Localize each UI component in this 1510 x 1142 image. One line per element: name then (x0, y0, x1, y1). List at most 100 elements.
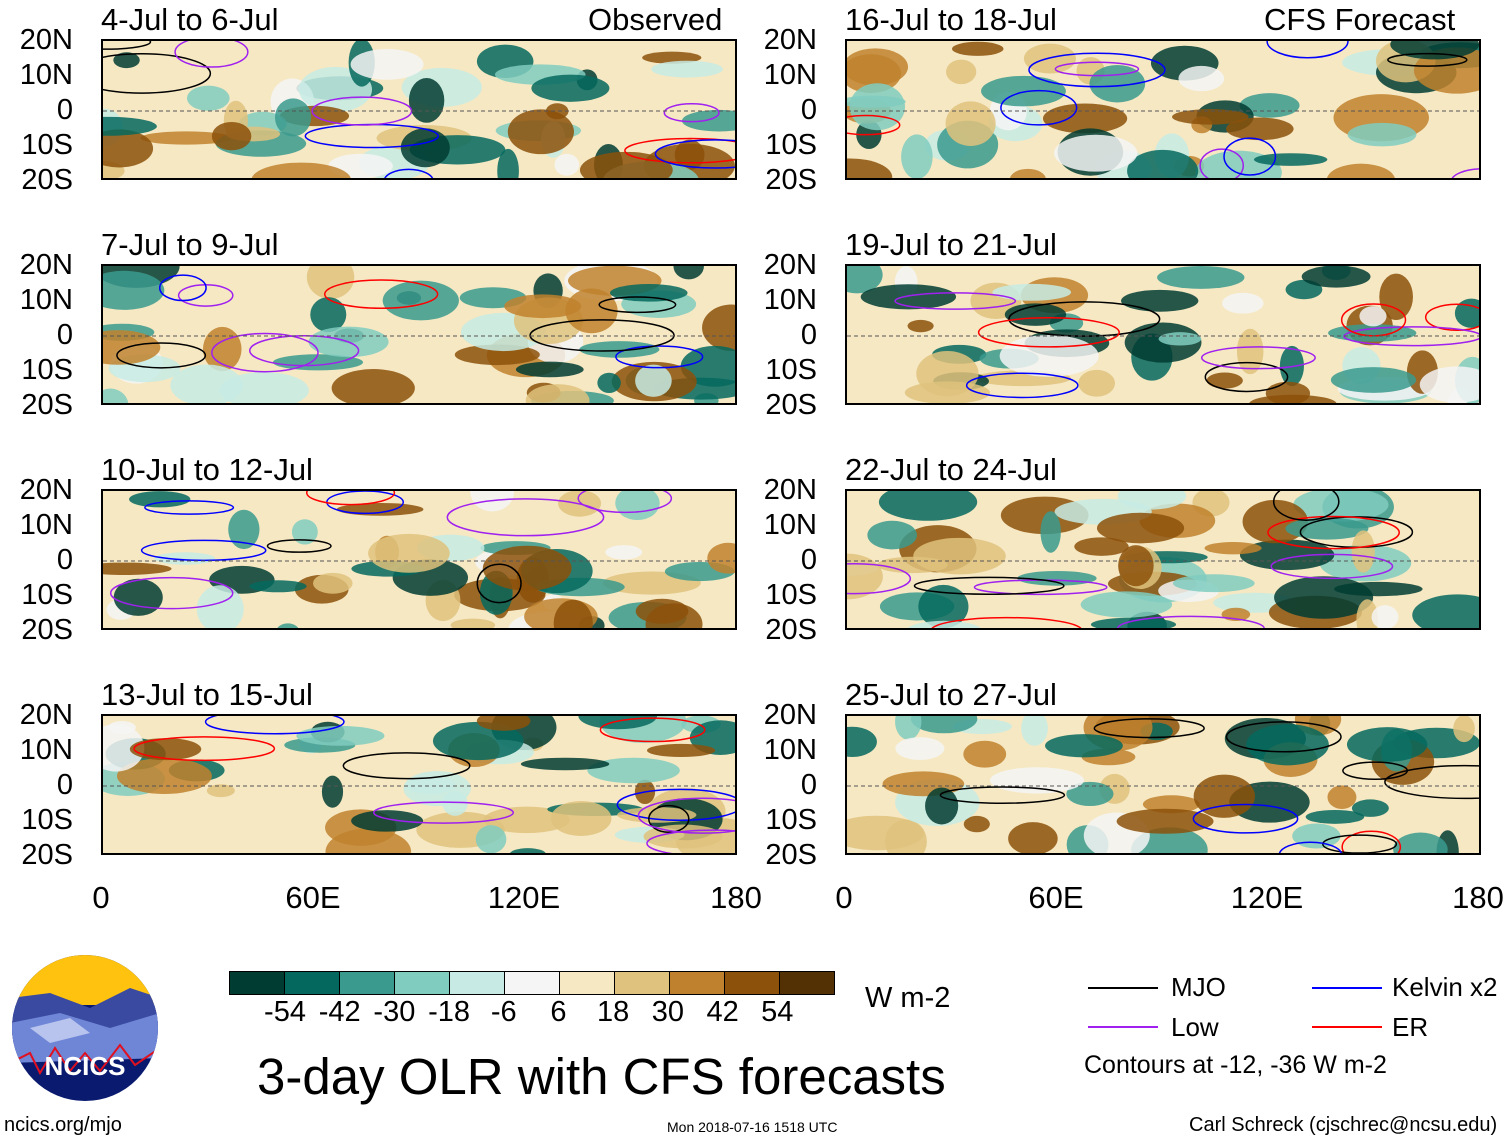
lat-label: 20S (21, 164, 73, 196)
olr-anomaly-blob (140, 131, 232, 145)
lat-label: 10S (765, 804, 817, 836)
olr-anomaly-blob (116, 758, 212, 794)
footer-timestamp: Mon 2018-07-16 1518 UTC (667, 1119, 838, 1135)
olr-anomaly-blob (847, 158, 893, 178)
panel-title: 16-Jul to 18-Jul (845, 2, 1057, 37)
er-legend-line (1312, 1026, 1382, 1028)
olr-anomaly-blob (545, 103, 569, 120)
lat-label: 0 (800, 544, 817, 576)
lat-label: 10S (765, 129, 817, 161)
olr-anomaly-blob (211, 121, 252, 151)
lat-label: 10S (21, 129, 73, 161)
olr-anomaly-blob (1393, 832, 1448, 853)
olr-anomaly-blob (579, 341, 660, 358)
wave-contour (1028, 52, 1166, 88)
olr-anomaly-blob (1009, 168, 1046, 178)
olr-anomaly-blob (475, 825, 507, 853)
olr-anomaly-blob (313, 572, 353, 594)
wave-contour (1342, 761, 1409, 780)
olr-anomaly-blob (895, 737, 945, 760)
olr-anomaly-blob (1327, 785, 1357, 810)
wave-contour (144, 500, 235, 515)
olr-anomaly-blob (497, 148, 519, 178)
olr-anomaly-blob (1157, 266, 1245, 289)
lat-label: 20S (21, 839, 73, 871)
colorbar-tick: 42 (706, 996, 739, 1028)
colorbar-swatch (670, 972, 725, 994)
olr-anomaly-blob (450, 618, 496, 628)
wave-contour (211, 332, 319, 373)
olr-anomaly-blob (504, 294, 582, 319)
wave-contour (1341, 830, 1402, 853)
lat-label: 20N (19, 699, 73, 731)
olr-anomaly-blob (1004, 303, 1067, 326)
olr-anomaly-blob (651, 60, 723, 78)
olr-anomaly-blob (103, 724, 145, 772)
lat-label: 0 (56, 544, 73, 576)
lat-label: 10S (21, 354, 73, 386)
olr-anomaly-blob (368, 533, 450, 573)
wave-contour (847, 562, 912, 595)
olr-anomaly-blob (515, 361, 584, 378)
colorbar-swatch (725, 972, 780, 994)
wave-contour (266, 539, 332, 553)
figure-title: 3-day OLR with CFS forecasts (257, 1048, 946, 1105)
lat-label: 10S (21, 804, 73, 836)
lat-label: 20N (19, 474, 73, 506)
olr-anomaly-blob (565, 288, 618, 334)
olr-map-panel (845, 714, 1481, 855)
wave-contour (654, 139, 735, 169)
lat-label: 10N (19, 284, 73, 316)
olr-anomaly-blob (925, 787, 959, 825)
lat-label: 0 (56, 319, 73, 351)
olr-anomaly-blob (918, 584, 969, 628)
colorbar-swatch (450, 972, 505, 994)
low-legend-line (1088, 1026, 1158, 1028)
wave-contour (1322, 834, 1398, 853)
colorbar-swatch (505, 972, 560, 994)
olr-anomaly-blob (702, 304, 735, 351)
colorbar-tick: -18 (428, 996, 471, 1028)
wave-contour (646, 829, 735, 853)
lat-label: 20N (19, 249, 73, 281)
olr-anomaly-blob (1172, 574, 1255, 593)
wave-contour (1093, 718, 1205, 739)
colorbar-tick: -54 (264, 996, 306, 1028)
colorbar-swatch (340, 972, 395, 994)
olr-anomaly-blob (610, 284, 688, 302)
olr-anomaly-blob (1116, 808, 1214, 834)
wave-contour (847, 114, 901, 136)
wave-contour (1424, 303, 1479, 332)
lat-label: 20S (765, 839, 817, 871)
lon-label: 120E (1230, 880, 1304, 915)
olr-anomaly-blob (945, 101, 996, 146)
lon-label: 180 (710, 880, 762, 915)
olr-anomaly-blob (351, 810, 424, 832)
lat-label: 20S (765, 164, 817, 196)
lat-label: 20N (763, 249, 817, 281)
olr-map-panel (101, 489, 737, 630)
wave-contour (615, 345, 704, 369)
wave-contour (1008, 301, 1161, 337)
olr-anomaly-blob (1305, 810, 1365, 824)
lat-label: 10N (763, 284, 817, 316)
legend-mjo: MJO (1171, 972, 1226, 1002)
ncics-logo: NCICS (12, 955, 158, 1101)
olr-anomaly-blob (296, 725, 385, 746)
olr-anomaly-blob (1293, 491, 1389, 522)
colorbar-swatch (615, 972, 670, 994)
olr-anomaly-blob (1017, 570, 1097, 586)
lon-label: 120E (487, 880, 561, 915)
wave-contour (1343, 326, 1479, 347)
olr-anomaly-blob (999, 334, 1099, 377)
olr-anomaly-blob (1265, 381, 1311, 403)
observed-header: Observed (588, 2, 723, 37)
wave-contour (637, 797, 735, 834)
wave-contour (446, 498, 605, 537)
colorbar-tick: 30 (651, 996, 685, 1028)
wave-contour (1054, 61, 1140, 77)
olr-anomaly-blob (476, 716, 531, 731)
wave-contour (1204, 361, 1289, 393)
olr-anomaly-blob (531, 74, 610, 102)
olr-anomaly-blob (907, 319, 934, 333)
